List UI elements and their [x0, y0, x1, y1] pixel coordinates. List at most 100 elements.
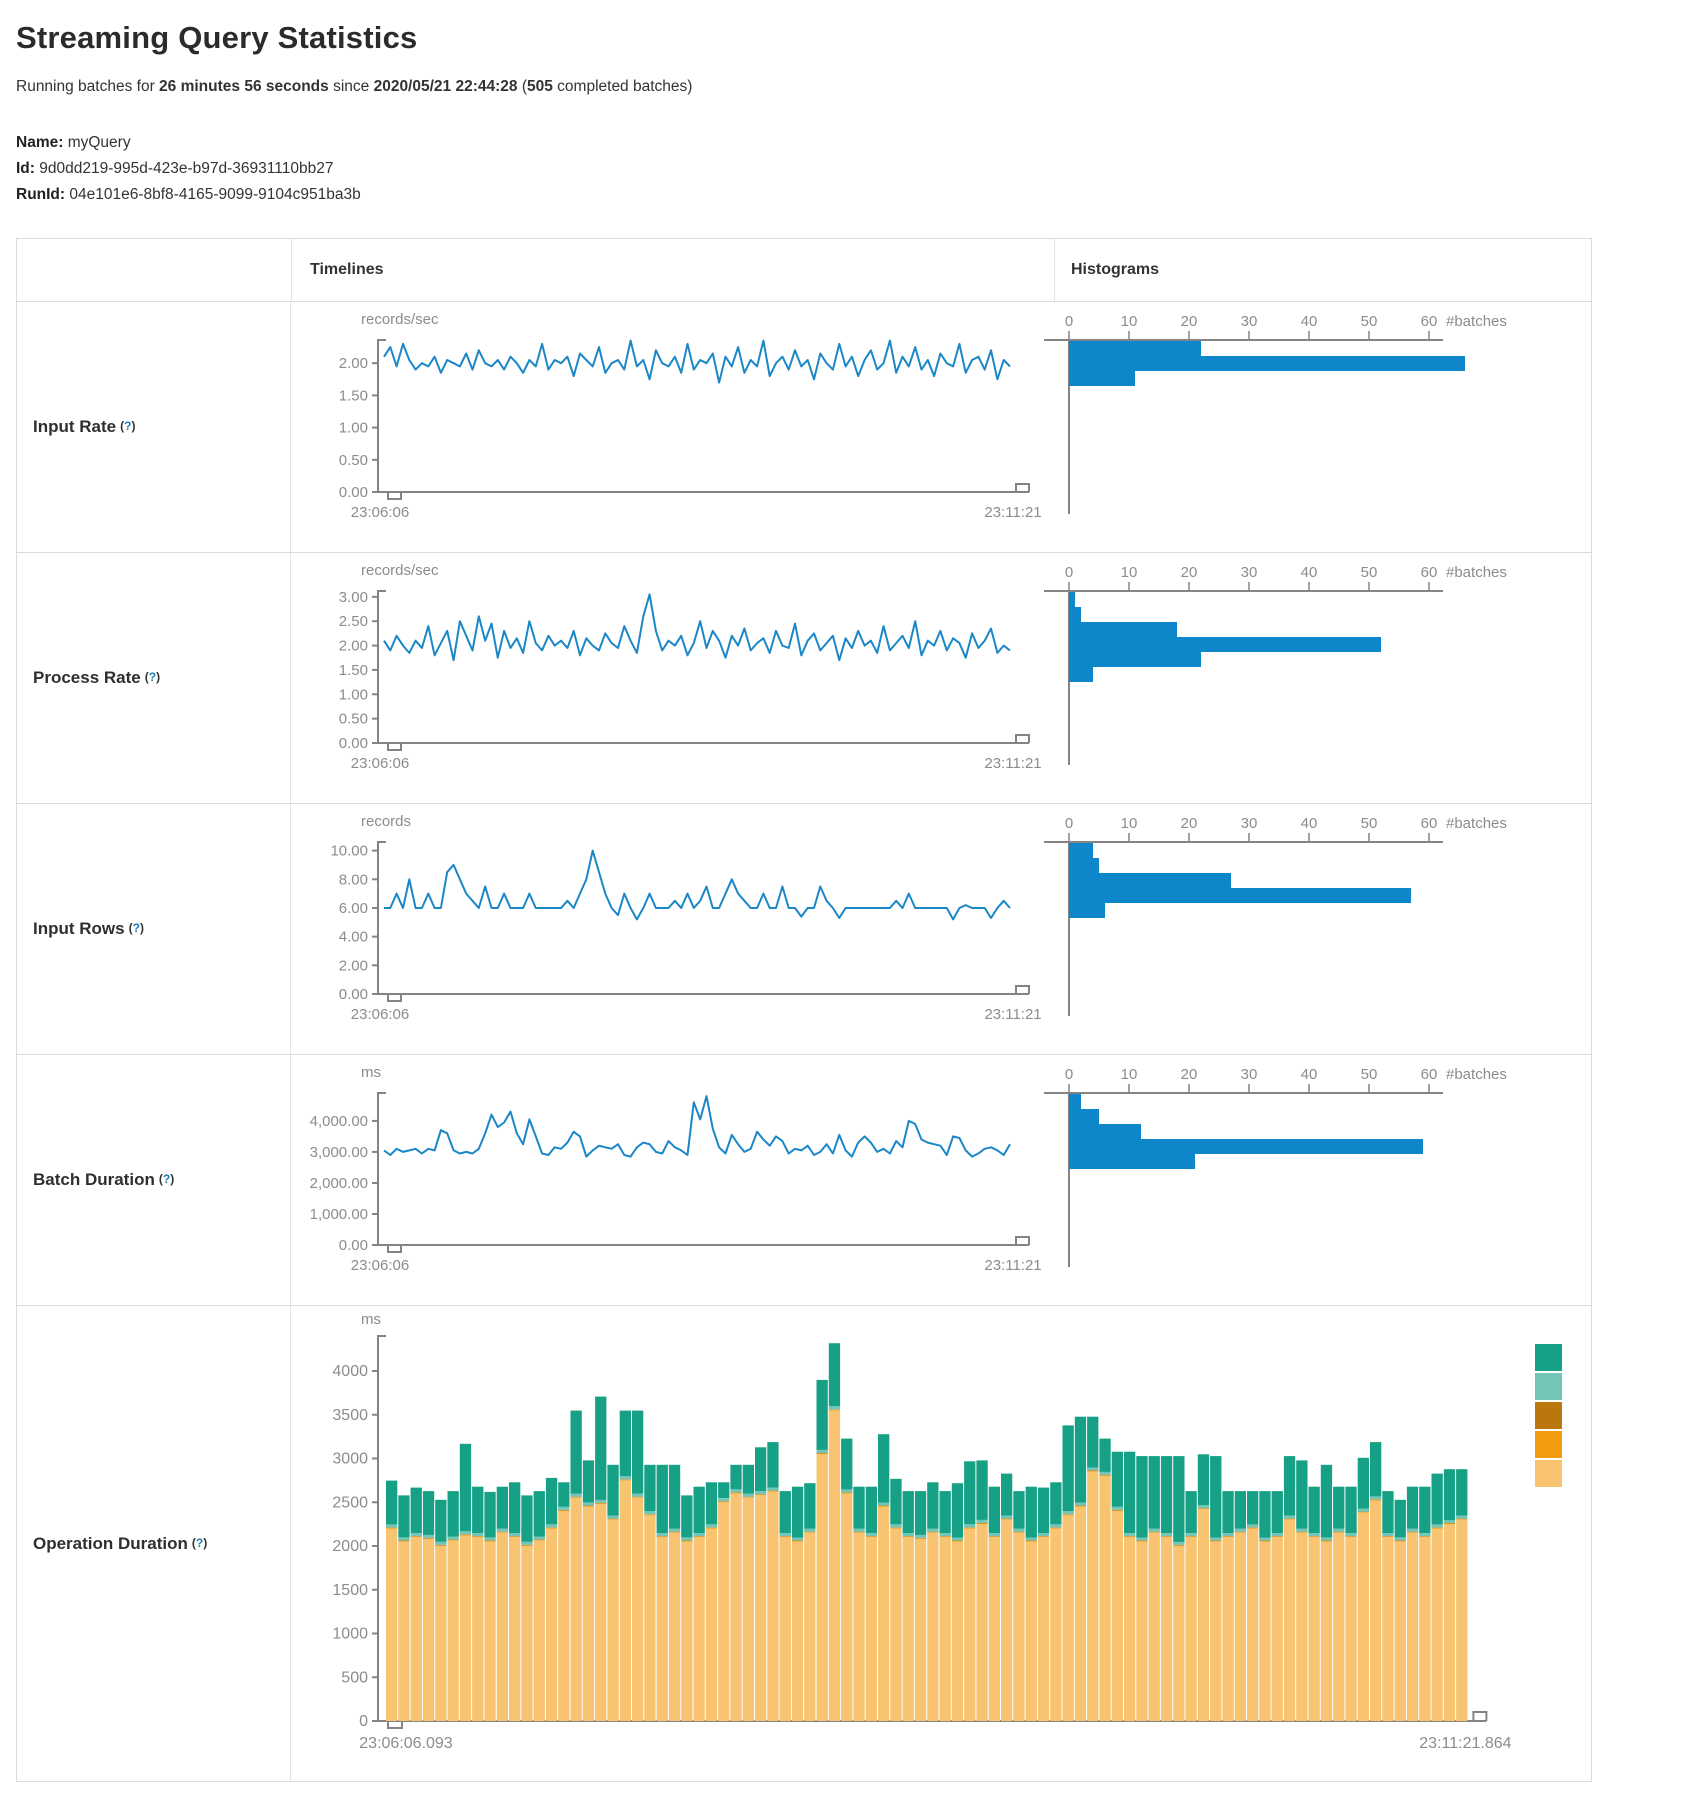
svg-text:3500: 3500 [332, 1407, 368, 1424]
help-question-mark: ? [195, 1535, 204, 1550]
svg-text:30: 30 [1241, 815, 1258, 832]
svg-text:4.00: 4.00 [339, 929, 368, 946]
help-tooltip-input-rows[interactable]: (?) [129, 921, 144, 935]
svg-text:23:11:21: 23:11:21 [984, 1006, 1041, 1023]
help-question-mark: ? [162, 1172, 171, 1186]
table-row-input-rate: Input Rate (?) records/sec 2.00 1.50 1.00 0.… [17, 302, 1591, 553]
query-name-line: Name: myQuery [16, 130, 1693, 156]
svg-text:20: 20 [1181, 564, 1198, 581]
metric-label-cell-input-rows: Input Rows (?) [17, 804, 291, 1054]
metric-label: Operation Duration [33, 1533, 188, 1553]
metric-label-cell-process-rate: Process Rate (?) [17, 553, 291, 803]
svg-text:3,000.00: 3,000.00 [310, 1144, 368, 1161]
svg-text:23:11:21.864: 23:11:21.864 [1419, 1735, 1511, 1752]
help-paren-open: ( [128, 921, 133, 935]
svg-text:10: 10 [1121, 564, 1138, 581]
metric-label: Input Rate [33, 417, 117, 436]
svg-text:1.00: 1.00 [339, 686, 368, 703]
table-row-process-rate: Process Rate (?) records/sec 3.00 2.50 2.00… [17, 553, 1591, 804]
svg-text:4000: 4000 [332, 1363, 368, 1380]
query-id-value: 9d0dd219-995d-423e-b97d-36931110bb27 [39, 160, 334, 177]
svg-text:20: 20 [1181, 815, 1198, 832]
query-runid-value: 04e101e6-8bf8-4165-9099-9104c951ba3b [69, 186, 361, 203]
summary-batch-count: 505 [526, 78, 553, 95]
svg-text:40: 40 [1301, 1066, 1318, 1083]
svg-text:20: 20 [1181, 313, 1198, 330]
legend-swatch-1 [1535, 1373, 1562, 1400]
help-paren-close: ) [156, 670, 161, 684]
summary-start-time: 2020/05/21 22:44:28 [373, 78, 518, 95]
svg-text:60: 60 [1421, 564, 1438, 581]
metric-label: Input Rows [33, 919, 125, 938]
metric-label-cell-input-rate: Input Rate (?) [17, 302, 291, 552]
help-paren-open: ( [191, 1535, 196, 1550]
svg-text:23:06:06: 23:06:06 [351, 1006, 409, 1023]
summary-since: since [328, 78, 374, 95]
charts-cell-operation-duration: ms 4000 3500 3000 2500 2000 1500 1000 500 0 23:06:… [291, 1306, 1591, 1781]
help-tooltip-input-rate[interactable]: (?) [120, 419, 135, 433]
svg-text:30: 30 [1241, 313, 1258, 330]
svg-text:2.00: 2.00 [339, 355, 368, 372]
svg-text:3.00: 3.00 [339, 589, 368, 606]
help-tooltip-batch-duration[interactable]: (?) [159, 1172, 174, 1186]
batch-duration-histogram: 0 10 20 30 40 50 60 #batches [1044, 1066, 1507, 1267]
svg-text:#batches: #batches [1446, 313, 1507, 330]
input-rows-charts: records 10.00 8.00 6.00 4.00 2.00 0.00 23:06:06… [291, 804, 1591, 1054]
metric-label: Batch Duration [33, 1170, 155, 1189]
svg-text:1.00: 1.00 [339, 420, 368, 437]
help-paren-close: ) [203, 1535, 208, 1550]
svg-text:8.00: 8.00 [339, 871, 368, 888]
svg-text:23:11:21: 23:11:21 [984, 755, 1041, 772]
svg-text:10: 10 [1121, 1066, 1138, 1083]
charts-cell-process-rate: records/sec 3.00 2.50 2.00 1.50 1.00 0.50 0.00 2… [291, 553, 1591, 803]
process-rate-charts: records/sec 3.00 2.50 2.00 1.50 1.00 0.50 0.00 2… [291, 553, 1591, 803]
help-tooltip-process-rate[interactable]: (?) [145, 670, 160, 684]
svg-text:records/sec: records/sec [361, 562, 439, 579]
svg-text:10: 10 [1121, 313, 1138, 330]
help-paren-open: ( [158, 1172, 163, 1186]
legend-swatch-3 [1535, 1431, 1562, 1458]
svg-text:0.00: 0.00 [339, 986, 368, 1003]
help-tooltip-operation-duration[interactable]: (?) [192, 1536, 207, 1550]
svg-text:2.00: 2.00 [339, 957, 368, 974]
svg-text:0: 0 [359, 1713, 368, 1730]
help-paren-close: ) [139, 921, 144, 935]
summary-open-paren: ( [517, 78, 527, 95]
svg-text:60: 60 [1421, 1066, 1438, 1083]
svg-text:6.00: 6.00 [339, 900, 368, 917]
svg-text:20: 20 [1181, 1066, 1198, 1083]
svg-text:10.00: 10.00 [330, 843, 368, 860]
table-header-row: Timelines Histograms [17, 239, 1591, 302]
metric-label-cell-operation-duration: Operation Duration (?) [17, 1306, 291, 1781]
input-rows-timeline: records 10.00 8.00 6.00 4.00 2.00 0.00 23:06:06… [330, 813, 1041, 1023]
summary-duration: 26 minutes 56 seconds [159, 78, 329, 95]
legend-swatch-4 [1535, 1460, 1562, 1487]
running-batches-summary: Running batches for 26 minutes 56 second… [16, 78, 1693, 96]
svg-text:1.50: 1.50 [339, 387, 368, 404]
svg-text:#batches: #batches [1446, 1066, 1507, 1083]
help-paren-close: ) [170, 1172, 175, 1186]
query-runid-label: RunId: [16, 186, 66, 203]
svg-text:50: 50 [1361, 1066, 1378, 1083]
svg-text:60: 60 [1421, 815, 1438, 832]
svg-text:23:06:06: 23:06:06 [351, 504, 409, 521]
query-id-line: Id: 9d0dd219-995d-423e-b97d-36931110bb27 [16, 156, 1693, 182]
statistics-table: Timelines Histograms Input Rate (?) reco… [16, 238, 1592, 1782]
query-metadata: Name: myQuery Id: 9d0dd219-995d-423e-b97… [16, 130, 1693, 208]
input-rate-charts: records/sec 2.00 1.50 1.00 0.50 0.00 23:06:06 2… [291, 302, 1591, 552]
table-row-batch-duration: Batch Duration (?) ms 4,000.00 3,000.00 2,0… [17, 1055, 1591, 1306]
batch-duration-charts: ms 4,000.00 3,000.00 2,000.00 1,000.00 0.00 23… [291, 1055, 1591, 1305]
query-name-value: myQuery [67, 134, 131, 151]
svg-text:#batches: #batches [1446, 564, 1507, 581]
svg-text:0.00: 0.00 [339, 1237, 368, 1254]
metric-label-cell-batch-duration: Batch Duration (?) [17, 1055, 291, 1305]
svg-text:4,000.00: 4,000.00 [310, 1113, 368, 1130]
header-histograms: Histograms [1071, 261, 1160, 278]
svg-text:ms: ms [361, 1064, 381, 1081]
table-row-operation-duration: Operation Duration (?) ms 4000 3500 3000 250… [17, 1306, 1591, 1781]
charts-cell-batch-duration: ms 4,000.00 3,000.00 2,000.00 1,000.00 0.00 23… [291, 1055, 1591, 1305]
svg-text:2000: 2000 [332, 1538, 368, 1555]
svg-text:0: 0 [1065, 1066, 1073, 1083]
svg-text:2.00: 2.00 [339, 638, 368, 655]
svg-text:60: 60 [1421, 313, 1438, 330]
